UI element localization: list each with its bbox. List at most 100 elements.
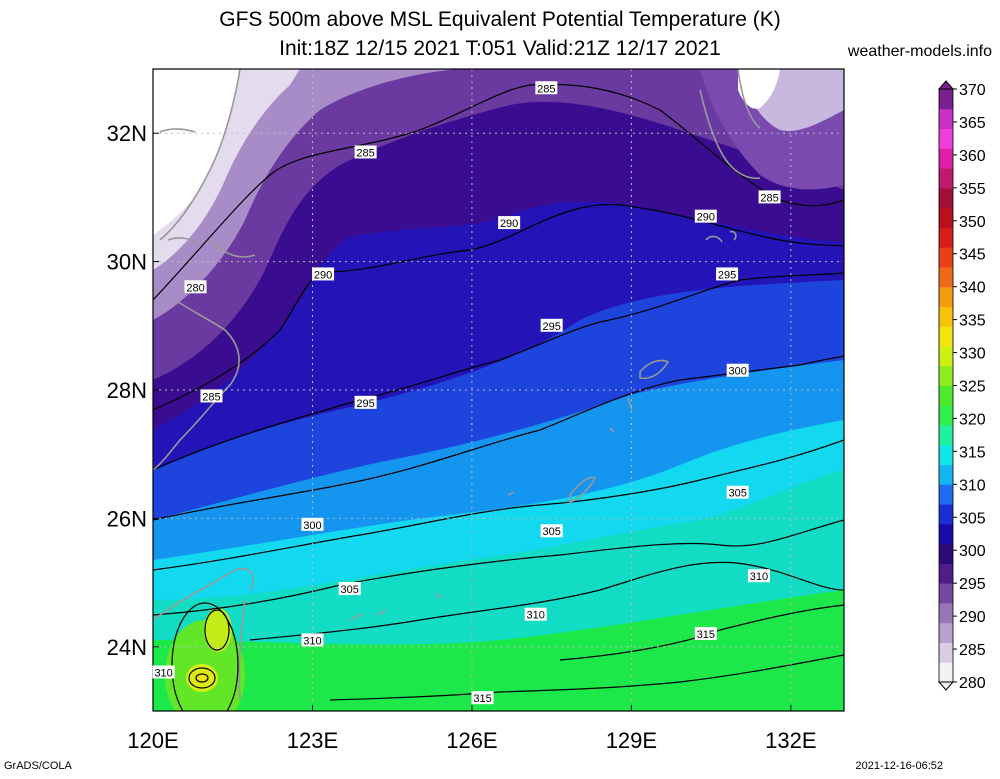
colorbar-swatch xyxy=(939,622,953,643)
colorbar-swatch xyxy=(939,187,953,209)
contour-label: 295 xyxy=(716,267,739,281)
colorbar-label: 320 xyxy=(959,411,986,428)
colorbar-swatch xyxy=(939,89,953,110)
colorbar-swatch xyxy=(939,583,953,604)
colorbar-label: 335 xyxy=(959,313,986,330)
contour-label: 290 xyxy=(312,267,335,281)
coastline-islets xyxy=(349,593,443,621)
contour-290 xyxy=(153,204,844,411)
contour-300 xyxy=(153,355,844,521)
china-coast xyxy=(153,69,240,235)
contour-label: 280 xyxy=(184,280,207,294)
contour-label: 295 xyxy=(540,318,563,333)
svg-text:300: 300 xyxy=(729,366,747,378)
y-tick-label: 28N xyxy=(107,378,147,403)
svg-text:285: 285 xyxy=(760,192,778,204)
contour-label: 290 xyxy=(498,216,521,230)
contour-315b xyxy=(329,654,844,701)
colorbar-swatch xyxy=(939,108,953,130)
svg-text:310: 310 xyxy=(527,610,545,622)
colorbar-swatch xyxy=(939,543,953,564)
colorbar-swatch xyxy=(939,128,953,149)
chart-title: GFS 500m above MSL Equivalent Potential … xyxy=(219,8,781,31)
contour-label: 310 xyxy=(152,665,175,679)
contour-label: 315 xyxy=(471,691,494,705)
colorbar-swatch xyxy=(939,306,953,327)
theta-e-field xyxy=(153,69,844,711)
colorbar-swatch xyxy=(939,168,953,189)
svg-text:305: 305 xyxy=(340,584,358,596)
colorbar-label: 315 xyxy=(959,444,986,461)
svg-text:305: 305 xyxy=(729,488,747,500)
colorbar-swatch xyxy=(939,563,953,584)
colorbar-swatch xyxy=(939,642,953,663)
contour-305b xyxy=(153,519,844,616)
contour-310 xyxy=(249,561,844,641)
colorbar-label: 295 xyxy=(959,576,986,593)
colorbar-swatch xyxy=(939,247,953,268)
colorbar-label: 290 xyxy=(959,609,986,626)
svg-text:290: 290 xyxy=(697,212,715,224)
svg-text:285: 285 xyxy=(537,83,555,95)
colorbar-label: 360 xyxy=(959,148,986,165)
colorbar-label: 370 xyxy=(959,82,986,99)
contour-315 xyxy=(559,604,844,661)
band-285 xyxy=(153,69,844,380)
colorbar-label: 355 xyxy=(959,181,986,198)
contour-label: 285 xyxy=(200,389,223,403)
svg-text:310: 310 xyxy=(154,667,172,679)
svg-text:295: 295 xyxy=(542,321,560,333)
x-tick-label: 120E xyxy=(127,728,178,753)
contour-lines xyxy=(153,83,844,711)
warm-blob-core xyxy=(196,673,208,683)
kyushu-land xyxy=(738,69,780,109)
colorbar-swatch xyxy=(939,227,953,248)
x-axis: 120E 123E 126E 129E 132E xyxy=(127,705,817,753)
footer-software: GrADS/COLA xyxy=(4,760,72,772)
contour-label: 305 xyxy=(540,524,563,538)
colorbar-max-arrow xyxy=(937,80,955,90)
coastline-ryukyu xyxy=(507,359,670,504)
contour-blob-2 xyxy=(204,609,230,651)
contour-label: 315 xyxy=(694,626,717,641)
colorbar-label: 300 xyxy=(959,543,986,560)
coastline-kyushu xyxy=(699,69,761,243)
colorbar-swatch xyxy=(939,444,953,466)
colorbar-swatch xyxy=(939,504,953,525)
coastline-rivers xyxy=(159,128,199,245)
colorbar-min-arrow xyxy=(937,681,955,691)
colorbar-label: 340 xyxy=(959,280,986,297)
contour-label: 305 xyxy=(338,582,361,596)
contour-label: 310 xyxy=(747,569,770,583)
colorbar-swatch xyxy=(939,365,953,386)
svg-text:280: 280 xyxy=(186,282,204,294)
y-tick-label: 24N xyxy=(107,635,147,660)
coastline-china xyxy=(153,69,256,471)
contour-labels: 285 285 285 290 290 290 280 295 295 300 285 295 305 3… xyxy=(152,81,781,705)
colorbar-swatch xyxy=(939,425,953,446)
colorbar-label: 280 xyxy=(959,675,986,692)
colorbar-swatch xyxy=(939,148,953,169)
colorbar-swatch xyxy=(939,345,953,367)
coastline-taiwan xyxy=(153,568,254,701)
colorbar-swatch xyxy=(939,602,953,624)
contour-label: 305 xyxy=(726,485,749,500)
contour-label: 300 xyxy=(301,517,324,532)
x-tick-label: 123E xyxy=(287,728,338,753)
colorbar-label: 350 xyxy=(959,214,986,231)
svg-text:310: 310 xyxy=(750,571,768,583)
colorbar-label: 365 xyxy=(959,115,986,132)
svg-text:290: 290 xyxy=(500,218,518,230)
colorbar-swatch xyxy=(939,662,953,683)
colorbar-swatch xyxy=(939,266,953,288)
svg-text:315: 315 xyxy=(697,629,715,641)
colorbar-swatch xyxy=(939,207,953,228)
contour-label: 300 xyxy=(726,363,749,378)
colorbar-swatch xyxy=(939,385,953,406)
svg-text:290: 290 xyxy=(314,269,332,281)
colorbar-label: 310 xyxy=(959,477,986,494)
y-tick-label: 30N xyxy=(107,250,147,275)
colorbar-swatch xyxy=(939,523,953,545)
x-tick-label: 126E xyxy=(446,728,497,753)
